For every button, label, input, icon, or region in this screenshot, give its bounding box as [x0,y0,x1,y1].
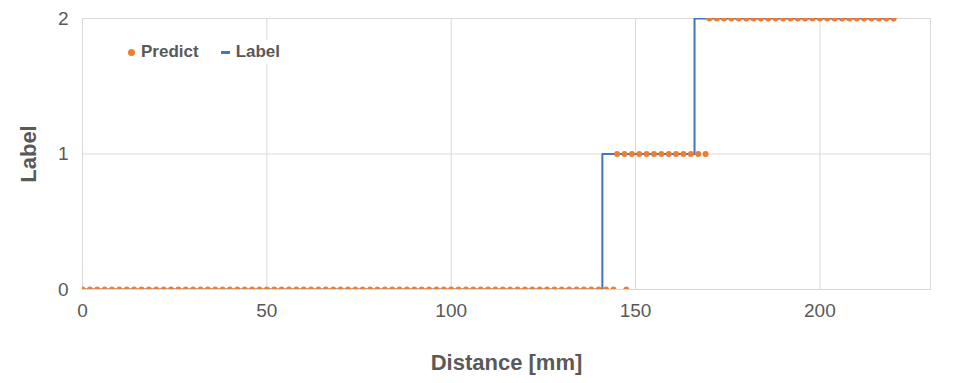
svg-text:200: 200 [804,300,836,321]
svg-text:100: 100 [435,300,467,321]
html-text:Label: Label [235,42,280,61]
svg-text:Distance [mm]: Distance [mm] [431,350,583,375]
svg-text:0: 0 [77,300,88,321]
svg-text:50: 50 [256,300,277,321]
html-text:Predict: Predict [141,42,199,61]
svg-text:0: 0 [58,279,69,300]
svg-text:150: 150 [620,300,652,321]
svg-text:2: 2 [58,8,69,29]
svg-text:Label: Label [16,125,41,182]
svg-text:1: 1 [58,143,69,164]
